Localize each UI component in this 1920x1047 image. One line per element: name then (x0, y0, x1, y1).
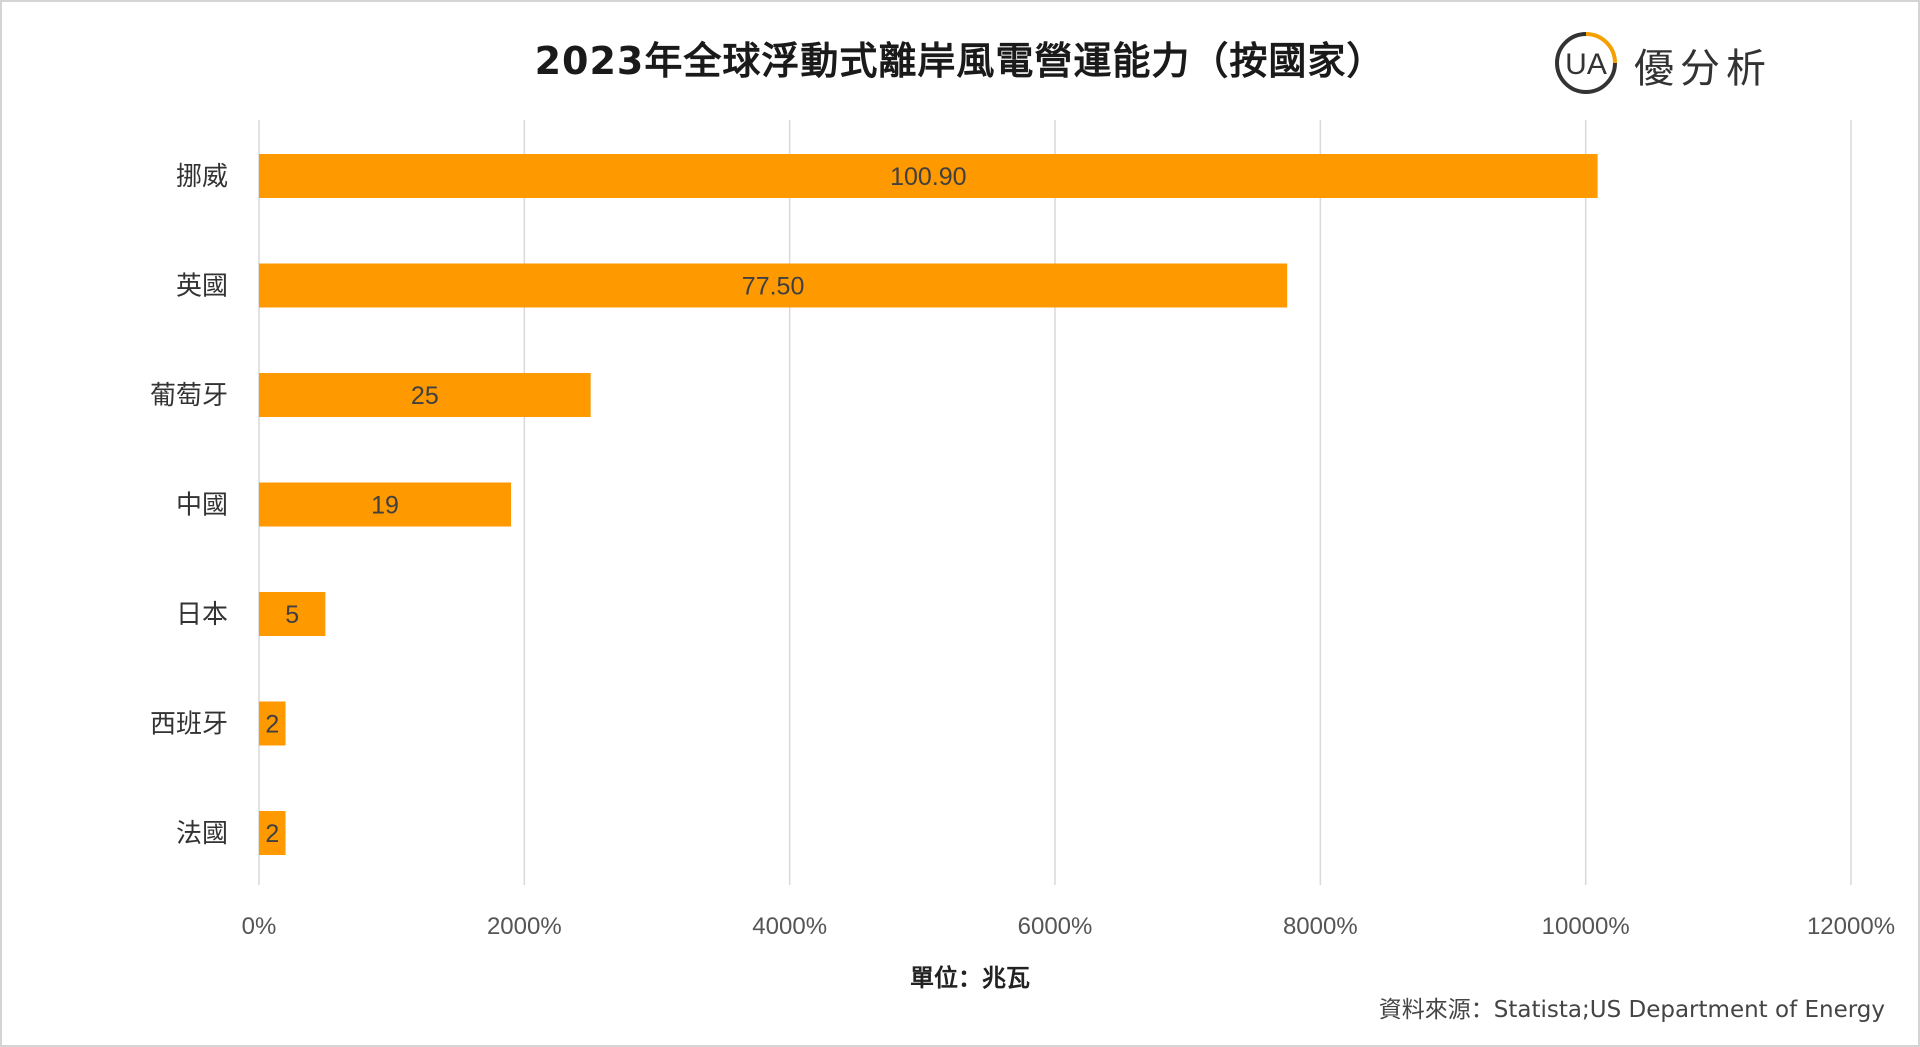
chart-title: 2023年全球浮動式離岸風電營運能力（按國家） (534, 39, 1386, 83)
data-label: 100.90 (890, 163, 966, 191)
data-label: 2 (265, 820, 279, 848)
x-tick-label: 6000% (1018, 913, 1093, 940)
brand-logo: UA 優分析 (1550, 28, 1780, 98)
data-label: 77.50 (742, 273, 805, 301)
category-label: 英國 (176, 272, 228, 302)
bar (259, 482, 512, 527)
data-label: 5 (285, 601, 299, 629)
data-label: 19 (371, 492, 399, 520)
bar (259, 701, 286, 746)
category-label: 西班牙 (150, 710, 228, 740)
data-label: 2 (265, 711, 279, 739)
category-label: 挪威 (176, 162, 228, 192)
category-label: 法國 (176, 819, 228, 849)
bar (259, 811, 286, 855)
category-label: 日本 (176, 600, 228, 630)
data-label: 25 (411, 382, 439, 410)
x-tick-label: 10000% (1542, 913, 1630, 940)
bar (259, 154, 1598, 198)
category-label: 葡萄牙 (150, 381, 228, 411)
bar (259, 373, 591, 417)
x-tick-label: 2000% (487, 913, 562, 940)
x-tick-label: 0% (242, 913, 277, 940)
x-tick-label: 12000% (1807, 913, 1895, 940)
brand-name: 優分析 (1634, 46, 1772, 92)
x-tick-label: 4000% (752, 913, 827, 940)
unit-label: 單位：兆瓦 (910, 964, 1030, 992)
source-note: 資料來源：Statista;US Department of Energy (1378, 997, 1885, 1023)
bar (259, 592, 326, 636)
logo-letters: UA (1565, 48, 1607, 81)
x-tick-label: 8000% (1283, 913, 1358, 940)
category-label: 中國 (176, 491, 228, 521)
bar (259, 263, 1288, 308)
ua-logo-icon: UA (1555, 32, 1617, 94)
